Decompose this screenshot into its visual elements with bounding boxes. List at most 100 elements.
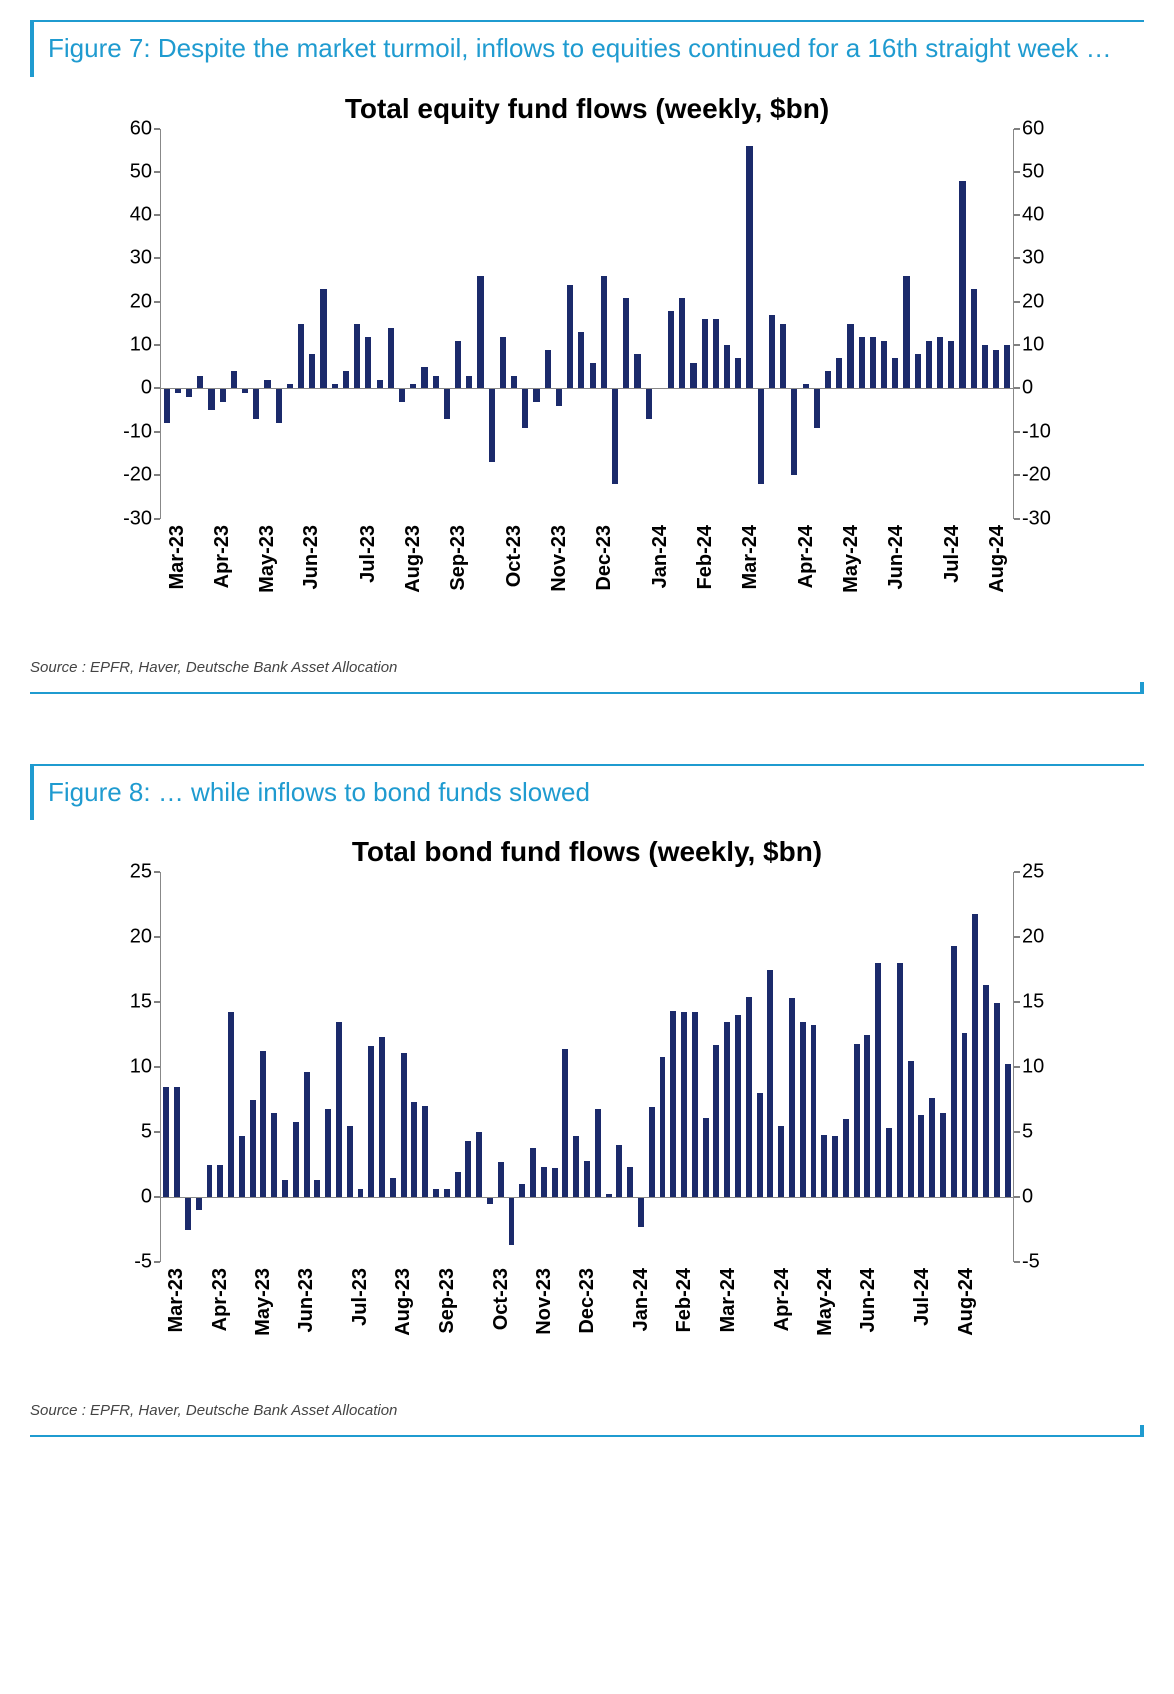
ytick-mark <box>1014 475 1020 476</box>
xtick-label: Nov-23 <box>533 1268 556 1335</box>
xtick-label: May-23 <box>256 525 279 593</box>
chart-7: -30-20-100102030405060 -30-20-1001020304… <box>30 129 1144 649</box>
xtick-label: Aug-23 <box>392 1268 415 1336</box>
bar <box>892 358 898 388</box>
xtick-label: Apr-23 <box>211 525 234 588</box>
bar <box>164 389 170 424</box>
bar <box>690 363 696 389</box>
ytick-label: 30 <box>1022 247 1044 270</box>
ytick-mark <box>1014 345 1020 346</box>
ytick-label: -20 <box>1022 464 1051 487</box>
bar <box>791 389 797 476</box>
bar <box>870 337 876 389</box>
chart-7-yaxis-right: -30-20-100102030405060 <box>1014 129 1074 519</box>
ytick-mark <box>1014 1067 1020 1068</box>
xtick-label: Jul-24 <box>941 525 964 583</box>
xtick-label: Jan-24 <box>649 525 672 588</box>
bar <box>556 389 562 406</box>
ytick-mark <box>1014 1262 1020 1263</box>
bar <box>595 1109 601 1197</box>
chart-8-bars <box>161 872 1013 1262</box>
ytick-label: 20 <box>130 290 152 313</box>
bar <box>250 1100 256 1198</box>
bar <box>477 276 483 389</box>
bar <box>735 1015 741 1197</box>
bar <box>634 354 640 389</box>
chart-7-yaxis-left: -30-20-100102030405060 <box>100 129 160 519</box>
bar <box>612 389 618 484</box>
bar <box>601 276 607 389</box>
bar <box>649 1107 655 1197</box>
bar <box>679 298 685 389</box>
ytick-mark <box>1014 936 1020 937</box>
bar <box>239 1136 245 1197</box>
ytick-label: -10 <box>1022 420 1051 443</box>
bar <box>735 358 741 388</box>
bar <box>918 1115 924 1197</box>
bar <box>778 1126 784 1198</box>
bar <box>455 1172 461 1197</box>
bar <box>616 1145 622 1197</box>
bar <box>713 319 719 388</box>
ytick-label: 0 <box>1022 1186 1033 1209</box>
bar <box>476 1132 482 1197</box>
ytick-mark <box>1014 215 1020 216</box>
bar <box>746 997 752 1197</box>
bar <box>347 1126 353 1198</box>
bar <box>724 1022 730 1198</box>
bar <box>959 181 965 389</box>
bar <box>646 389 652 419</box>
bar <box>465 1141 471 1197</box>
bar <box>681 1012 687 1197</box>
ytick-label: 50 <box>130 160 152 183</box>
bar <box>811 1025 817 1197</box>
bar <box>519 1184 525 1197</box>
bar <box>692 1012 698 1197</box>
figure-8-source: Source : EPFR, Haver, Deutsche Bank Asse… <box>30 1402 1144 1419</box>
ytick-label: -10 <box>123 420 152 443</box>
bar <box>897 963 903 1197</box>
xtick-label: Mar-23 <box>166 525 189 589</box>
ytick-label: 0 <box>1022 377 1033 400</box>
ytick-mark <box>1014 1001 1020 1002</box>
bar <box>304 1072 310 1197</box>
bar <box>881 341 887 389</box>
bar <box>533 389 539 402</box>
bar <box>702 319 708 388</box>
ytick-label: 5 <box>1022 1120 1033 1143</box>
zero-line <box>161 388 1013 389</box>
bar <box>207 1165 213 1198</box>
bar <box>271 1113 277 1198</box>
chart-8-yaxis-right: -50510152025 <box>1014 872 1074 1262</box>
bar <box>590 363 596 389</box>
xtick-label: Aug-24 <box>986 525 1009 593</box>
bar <box>584 1161 590 1197</box>
bar <box>163 1087 169 1198</box>
bar <box>388 328 394 389</box>
bar <box>670 1011 676 1197</box>
bar <box>908 1061 914 1198</box>
xtick-label: Jun-23 <box>295 1268 318 1332</box>
figure-8-rule <box>30 1425 1144 1437</box>
bar <box>886 1128 892 1197</box>
bar <box>994 1003 1000 1197</box>
bar <box>627 1167 633 1197</box>
bar <box>511 376 517 389</box>
bar <box>444 1189 450 1197</box>
bar <box>260 1051 266 1197</box>
ytick-mark <box>1014 1131 1020 1132</box>
chart-8: -50510152025 -50510152025 Mar-23Apr-23Ma… <box>30 872 1144 1392</box>
xtick-label: Jul-24 <box>911 1268 934 1326</box>
bar <box>825 371 831 388</box>
bar <box>562 1049 568 1197</box>
zero-line <box>161 1197 1013 1198</box>
ytick-label: 0 <box>141 377 152 400</box>
bar <box>915 354 921 389</box>
bar <box>264 380 270 389</box>
bar <box>196 1197 202 1210</box>
xtick-label: Jun-24 <box>857 1268 880 1332</box>
bar <box>552 1168 558 1197</box>
xtick-label: Apr-24 <box>795 525 818 588</box>
bar <box>623 298 629 389</box>
bar <box>767 970 773 1198</box>
